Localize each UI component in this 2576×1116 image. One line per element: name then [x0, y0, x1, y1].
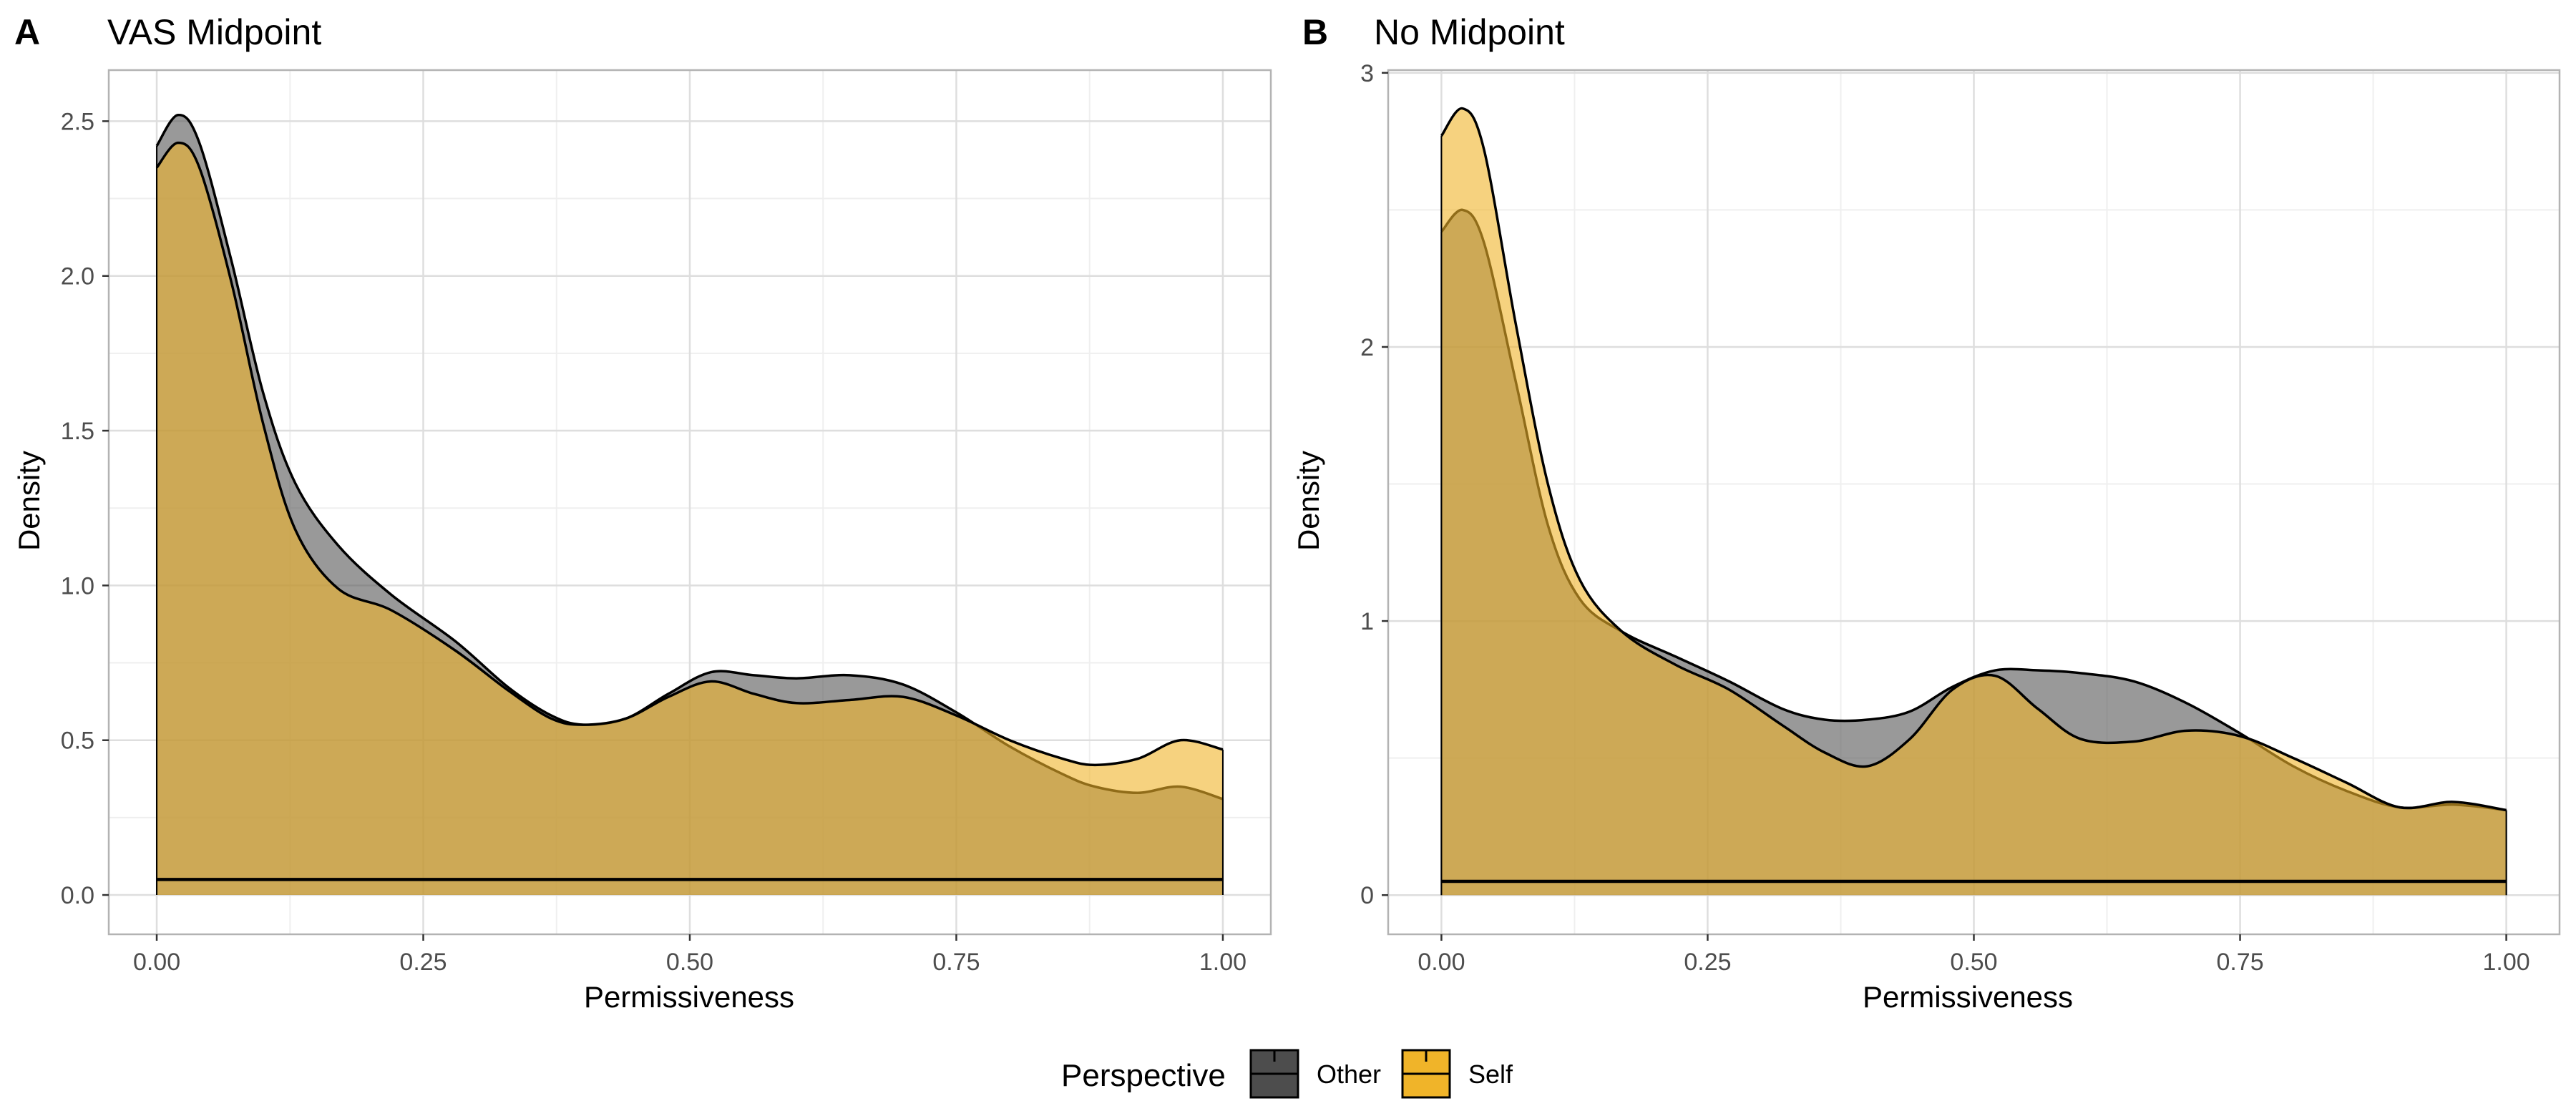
- legend-title: Perspective: [1061, 1058, 1226, 1093]
- panel-b-xlabel: Permissiveness: [1863, 980, 2073, 1014]
- panel-tag-a: A: [14, 12, 40, 52]
- x-tick-label: 0.50: [1950, 949, 1997, 976]
- density-area-self: [157, 142, 1223, 896]
- x-tick-label: 0.25: [1684, 949, 1731, 976]
- legend: Perspective Other Self: [1061, 1049, 1513, 1099]
- y-tick-label: 0: [1360, 882, 1374, 909]
- plot-area: 0.00 0.25 0.50 0.75 1.00 0.0 0.5 1.0 1.5 2.0 2.5: [61, 69, 1272, 976]
- panel-b-ylabel: Density: [1292, 451, 1325, 551]
- x-tick-label: 1.00: [2482, 949, 2529, 976]
- y-tick-label: 0.5: [61, 728, 94, 755]
- density-line-self: [155, 141, 1224, 767]
- x-tick-label: 0.50: [666, 949, 713, 976]
- x-tick-label: 0.00: [1418, 949, 1465, 976]
- panel-tag-b: B: [1302, 12, 1328, 52]
- density-line-self: [1440, 107, 2507, 812]
- legend-label-self: Self: [1468, 1059, 1513, 1089]
- panel-b-title: No Midpoint: [1374, 12, 1565, 52]
- panel-a-xlabel: Permissiveness: [584, 980, 794, 1014]
- x-tick-label: 0.00: [133, 949, 180, 976]
- y-tick-label: 1.0: [61, 572, 94, 599]
- y-tick-label: 3: [1360, 60, 1374, 87]
- x-tick-label: 0.75: [2216, 949, 2263, 976]
- panel-a-title: VAS Midpoint: [107, 12, 321, 52]
- y-tick-label: 2.5: [61, 108, 94, 135]
- legend-label-other: Other: [1317, 1059, 1381, 1089]
- plot-area: 0.00 0.25 0.50 0.75 1.00 0 1 2 3: [1360, 60, 2561, 976]
- legend-item-other: Other: [1249, 1049, 1381, 1099]
- density-areas: [1440, 107, 2507, 896]
- density-area-self: [1441, 108, 2507, 896]
- density-areas: [155, 113, 1224, 896]
- x-tick-label: 0.75: [932, 949, 980, 976]
- panel-a-ylabel: Density: [12, 451, 46, 551]
- y-tick-label: 2: [1360, 334, 1374, 361]
- x-tick-label: 0.25: [399, 949, 447, 976]
- x-tick-label: 1.00: [1199, 949, 1246, 976]
- panel-no-midpoint: 0.00 0.25 0.50 0.75 1.00 0 1 2 3 B No Midpoint De…: [1292, 12, 2561, 1014]
- y-tick-label: 2.0: [61, 263, 94, 290]
- y-tick-label: 1: [1360, 608, 1374, 635]
- y-tick-label: 0.0: [61, 882, 94, 909]
- legend-item-self: Self: [1401, 1049, 1513, 1099]
- y-tick-label: 1.5: [61, 418, 94, 445]
- panel-vas-midpoint: 0.00 0.25 0.50 0.75 1.000.00.51.01.52.02.5A …: [12, 12, 1272, 1014]
